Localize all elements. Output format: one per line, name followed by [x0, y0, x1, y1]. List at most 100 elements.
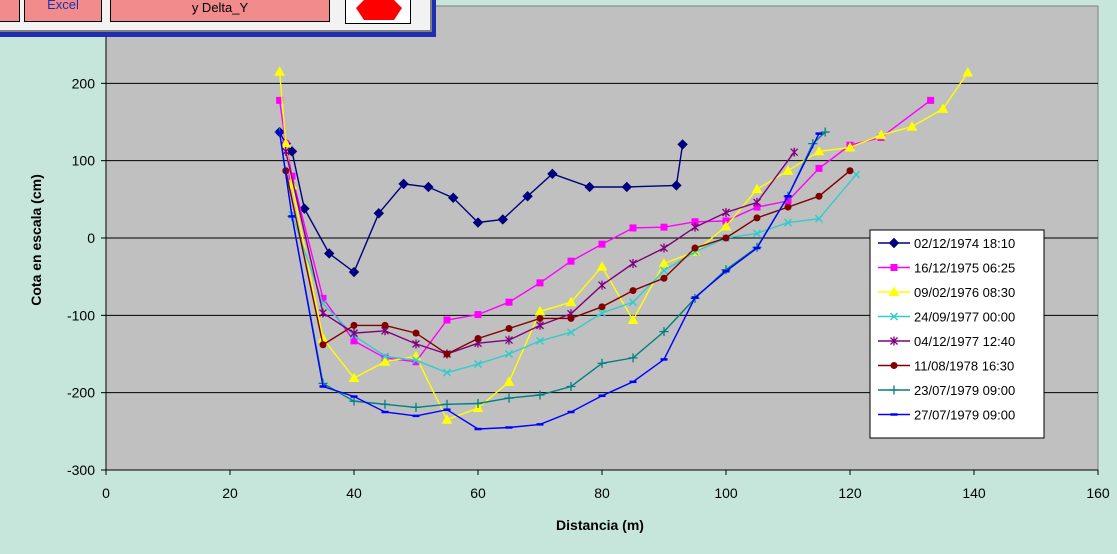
data-point-marker: [671, 180, 682, 191]
data-point-marker: [319, 341, 327, 349]
data-point-marker: [412, 358, 420, 366]
data-point-marker: [658, 258, 670, 268]
data-point-marker: [299, 203, 310, 214]
data-point-marker: [598, 240, 606, 248]
legend-label: 02/12/1974 18:10: [914, 236, 1015, 251]
data-point-marker: [380, 399, 390, 409]
data-point-marker: [503, 376, 515, 386]
data-point-marker: [628, 353, 638, 363]
series-6: [282, 167, 854, 358]
data-point-marker: [412, 329, 420, 337]
stop-button[interactable]: [345, 0, 411, 24]
data-point-marker: [412, 339, 420, 349]
series-layer: [274, 66, 974, 431]
data-point-marker: [890, 362, 898, 369]
data-point-marker: [691, 218, 699, 226]
delta-y-button-label: y Delta_Y: [191, 0, 249, 15]
legend-item: 27/07/1979 09:00: [878, 408, 1015, 423]
data-point-marker: [846, 167, 854, 175]
legend-item: 24/09/1977 00:00: [878, 310, 1015, 325]
data-point-marker: [441, 414, 453, 424]
data-point-marker: [505, 324, 513, 332]
data-point-marker: [380, 352, 390, 361]
x-tick-label: 40: [346, 485, 362, 501]
excel-button[interactable]: Excel: [24, 0, 102, 22]
data-point-marker: [505, 335, 513, 345]
data-point-marker: [875, 129, 887, 140]
data-point-marker: [888, 286, 900, 296]
y-axis-label: Cota en escala (cm): [28, 174, 44, 306]
data-point-marker: [379, 356, 391, 366]
y-tick-label: -200: [67, 385, 95, 401]
data-point-marker: [504, 349, 514, 359]
data-point-marker: [349, 396, 359, 406]
data-point-marker: [677, 139, 688, 150]
data-point-marker: [906, 121, 918, 131]
data-point-marker: [753, 214, 761, 222]
data-point-marker: [783, 218, 793, 227]
data-point-marker: [751, 183, 763, 194]
data-point-marker: [323, 248, 335, 259]
data-point-marker: [784, 203, 792, 211]
data-point-marker: [348, 266, 360, 278]
data-point-marker: [852, 170, 861, 179]
data-point-marker: [813, 145, 825, 156]
data-point-marker: [505, 298, 513, 306]
macro-toolbar: Excel y Delta_Y: [0, 0, 436, 37]
x-tick-label: 60: [470, 485, 486, 501]
data-point-marker: [722, 234, 730, 242]
x-tick-label: 100: [714, 485, 738, 501]
y-tick-label: 200: [72, 75, 96, 91]
delta-y-button[interactable]: y Delta_Y: [110, 0, 330, 22]
data-point-marker: [373, 208, 385, 219]
data-point-marker: [628, 298, 638, 307]
toolbar-left-edge: [0, 0, 20, 22]
data-point-marker: [598, 303, 606, 311]
data-point-marker: [820, 127, 830, 137]
data-point-marker: [597, 308, 607, 318]
data-point-marker: [447, 192, 459, 203]
data-point-marker: [660, 243, 668, 253]
data-point-marker: [565, 296, 577, 307]
y-tick-label: 0: [87, 230, 95, 246]
data-point-marker: [535, 390, 545, 400]
legend-item: 11/08/1978 16:30: [878, 359, 1014, 374]
data-point-marker: [815, 192, 823, 200]
x-tick-label: 120: [838, 485, 862, 501]
x-tick-label: 0: [102, 485, 110, 501]
legend-label: 09/02/1976 08:30: [914, 285, 1015, 300]
series-line: [278, 131, 826, 409]
x-axis-label: Distancia (m): [556, 517, 644, 533]
series-line: [278, 131, 684, 274]
data-point-marker: [274, 66, 285, 76]
data-point-marker: [753, 197, 761, 207]
data-point-marker: [596, 261, 608, 271]
data-point-marker: [443, 350, 451, 358]
y-tick-label: 100: [72, 153, 96, 169]
data-point-marker: [784, 197, 792, 205]
data-point-marker: [319, 308, 327, 318]
data-point-marker: [381, 321, 389, 329]
legend-label: 16/12/1975 06:25: [914, 261, 1015, 276]
data-point-marker: [319, 294, 327, 302]
data-point-marker: [844, 142, 856, 152]
y-tick-label: -300: [67, 462, 95, 478]
data-point-marker: [629, 287, 637, 295]
data-point-marker: [567, 257, 575, 265]
data-point-marker: [752, 229, 762, 238]
data-point-marker: [888, 237, 900, 249]
data-point-marker: [629, 259, 637, 269]
data-point-marker: [790, 147, 799, 157]
data-point-marker: [753, 203, 761, 211]
data-point-marker: [890, 336, 898, 346]
x-tick-label: 140: [962, 485, 986, 501]
data-point-marker: [814, 214, 824, 223]
legend-box: [869, 229, 1045, 439]
data-point-marker: [504, 393, 514, 403]
series-8: [276, 130, 823, 431]
data-point-marker: [598, 280, 606, 290]
legend-item: 02/12/1974 18:10: [878, 236, 1015, 251]
data-point-marker: [472, 217, 484, 228]
data-point-marker: [720, 220, 732, 231]
data-point-marker: [629, 224, 637, 232]
